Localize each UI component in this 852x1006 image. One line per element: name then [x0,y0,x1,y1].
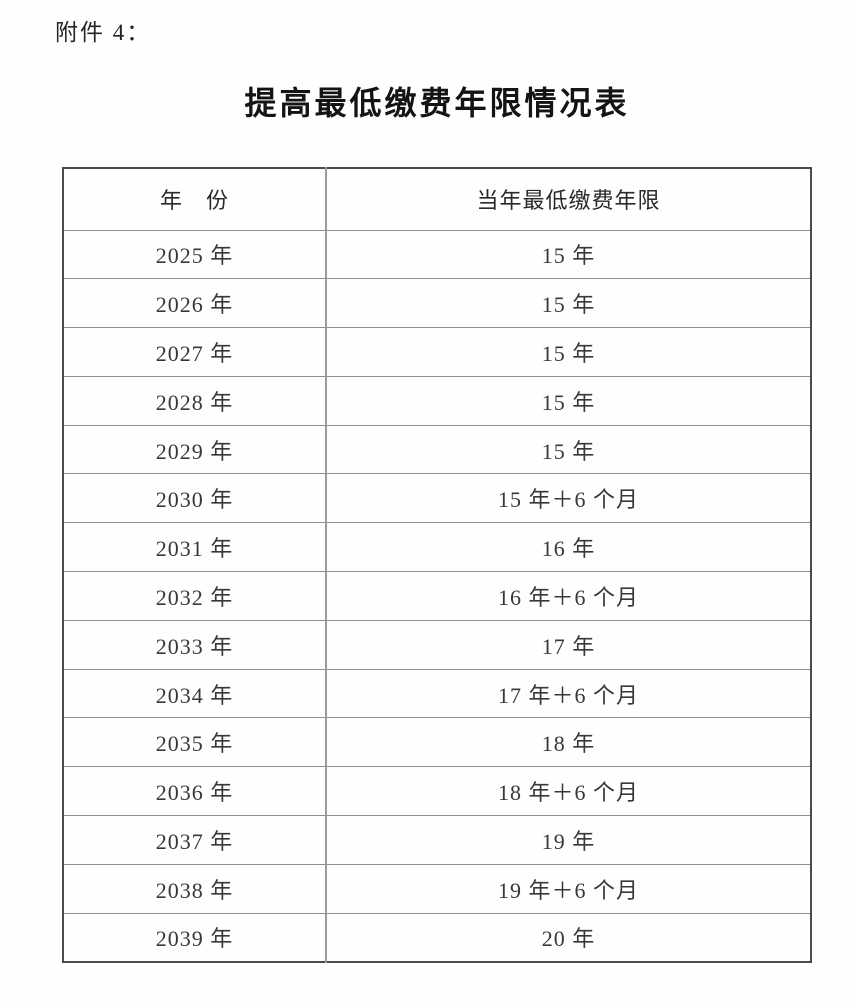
year-cell: 2036 年 [63,766,327,817]
table-row: 2037 年 19 年 [63,815,811,865]
table-row: 2036 年 18 年＋6 个月 [63,766,811,817]
table-row: 2034 年 17 年＋6 个月 [63,668,811,719]
min-years-cell: 18 年 [326,717,811,768]
year-cell: 2034 年 [63,668,327,719]
year-cell: 2032 年 [63,571,327,621]
table-row: 2033 年 17 年 [63,619,811,670]
year-cell: 2030 年 [63,473,327,524]
min-years-cell: 15 年 [326,424,811,475]
table-row: 2028 年 15 年 [63,375,811,426]
min-years-cell: 19 年＋6 个月 [326,863,811,914]
attachment-label: 附件 4： [55,20,152,45]
min-years-cell: 15 年 [326,375,811,426]
table-row: 2039 年 20 年 [63,912,811,963]
year-cell: 2035 年 [63,717,327,768]
year-cell: 2028 年 [63,375,327,426]
year-cell: 2031 年 [63,522,327,573]
table-header-row: 年 份 当年最低缴费年限 [63,167,811,231]
min-years-cell: 15 年 [326,229,811,280]
table-row: 2035 年 18 年 [63,717,811,768]
table-row: 2031 年 16 年 [63,522,811,573]
page-title: 提高最低缴费年限情况表 [244,85,630,121]
year-cell: 2037 年 [63,815,327,865]
min-years-cell: 15 年＋6 个月 [326,473,811,524]
table-row: 2038 年 19 年＋6 个月 [63,863,811,914]
table-body: 2025 年 15 年 2026 年 15 年 2027 年 15 年 2028 年 15 年… [63,229,811,963]
min-years-cell: 17 年＋6 个月 [326,668,811,719]
min-years-cell: 20 年 [326,912,811,963]
min-years-cell: 16 年＋6 个月 [326,571,811,621]
table-row: 2025 年 15 年 [63,229,811,280]
min-years-cell: 16 年 [326,522,811,573]
table-row: 2030 年 15 年＋6 个月 [63,473,811,524]
year-cell: 2027 年 [63,327,327,377]
min-years-cell: 19 年 [326,815,811,865]
table-row: 2027 年 15 年 [63,327,811,377]
year-cell: 2038 年 [63,863,327,914]
table-row: 2026 年 15 年 [63,278,811,329]
min-years-cell: 17 年 [326,619,811,670]
year-cell: 2039 年 [63,912,327,963]
min-years-cell: 15 年 [326,278,811,329]
column-header-year: 年 份 [63,167,327,231]
year-cell: 2033 年 [63,619,327,670]
column-header-min-years: 当年最低缴费年限 [326,167,811,231]
min-years-cell: 18 年＋6 个月 [326,766,811,817]
year-cell: 2025 年 [63,229,327,280]
table-row: 2032 年 16 年＋6 个月 [63,571,811,621]
table-row: 2029 年 15 年 [63,424,811,475]
min-years-cell: 15 年 [326,327,811,377]
year-cell: 2029 年 [63,424,327,475]
year-cell: 2026 年 [63,278,327,329]
